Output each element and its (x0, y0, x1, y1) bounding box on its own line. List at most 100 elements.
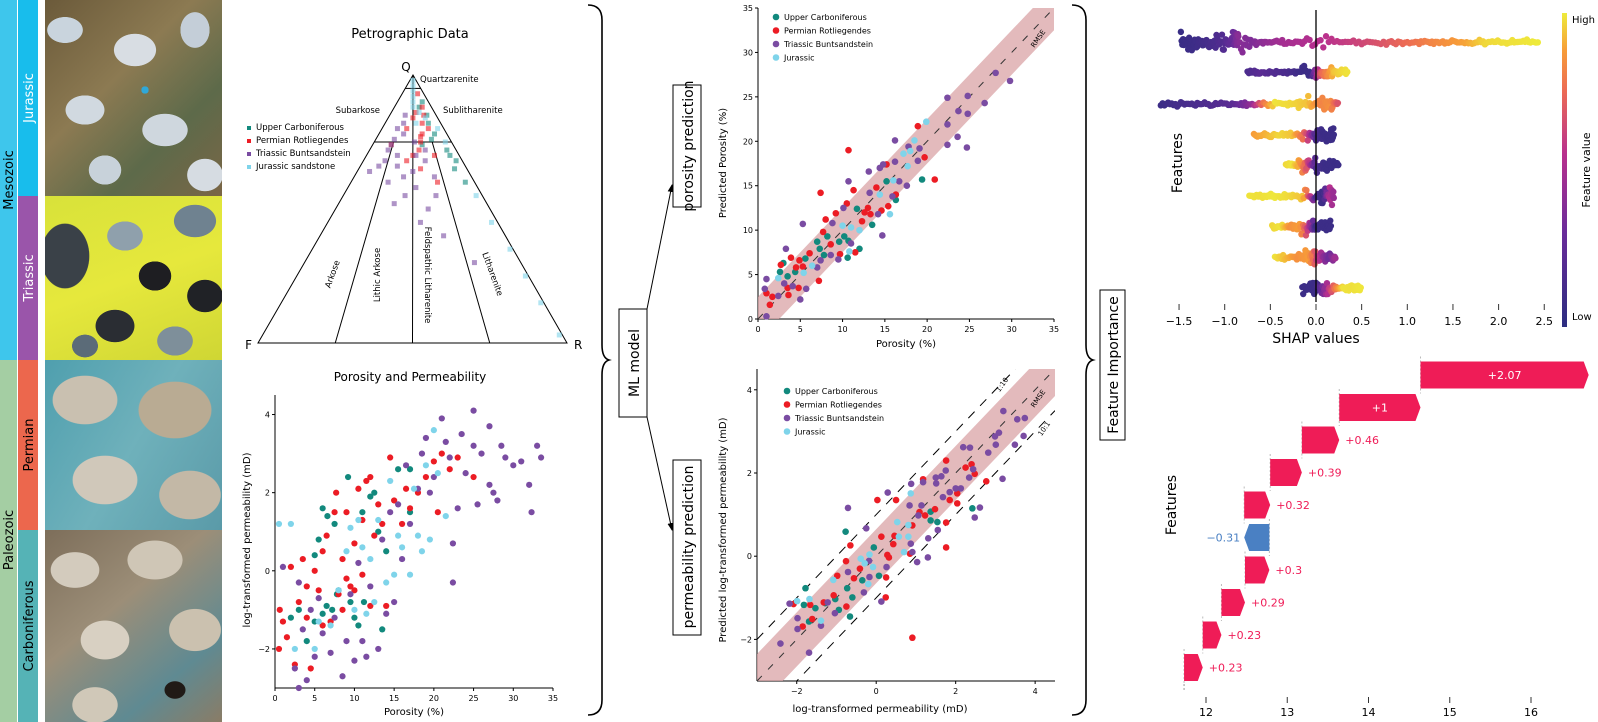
shap-point (1317, 36, 1324, 44)
legend-marker (247, 139, 251, 143)
data-point (919, 478, 927, 486)
field-label-quartzarenite: Quartzarenite (420, 75, 479, 85)
data-point (843, 603, 850, 610)
x-tick-label: 0 (272, 694, 277, 703)
legend-label: Triassic Buntsandstein (783, 40, 873, 49)
y-axis-label: Predicted log-transformed permeability (… (718, 417, 729, 642)
positive-contribution-bar (1270, 459, 1302, 486)
data-point (375, 528, 382, 535)
positive-contribution-bar (1301, 426, 1340, 454)
shap-point (1330, 125, 1337, 132)
x-axis-label: Porosity (%) (876, 339, 936, 350)
data-point (816, 245, 824, 253)
data-point (799, 623, 806, 630)
data-point (343, 509, 350, 516)
data-point (470, 473, 477, 481)
data-point (832, 209, 840, 217)
data-point (402, 485, 410, 492)
data-point (537, 454, 545, 461)
ternary-point (422, 115, 428, 121)
shap-point (1330, 194, 1338, 202)
y-tick-label: 2 (265, 489, 270, 498)
data-point (959, 443, 967, 451)
ternary-point (419, 104, 425, 110)
data-point (891, 158, 899, 166)
data-point (806, 601, 814, 609)
ternary-point (394, 152, 400, 158)
contribution-label: +0.29 (1251, 597, 1285, 610)
data-point (824, 599, 832, 606)
data-point (964, 110, 972, 118)
ml-model-label: ML model (627, 329, 643, 397)
field-label-subarkose: Subarkose (336, 106, 380, 116)
ternary-point (417, 219, 423, 225)
data-point (876, 191, 884, 198)
data-point (299, 626, 306, 633)
data-point (931, 505, 939, 513)
data-point (932, 474, 940, 481)
data-point (387, 509, 394, 516)
center-line (412, 74, 414, 344)
data-point (817, 622, 825, 629)
thin-section-photo-carboniferous (45, 530, 222, 722)
data-point (319, 548, 326, 555)
data-point (904, 162, 911, 170)
ternary-point (410, 88, 416, 94)
thin-section-photo-jurassic (45, 0, 222, 196)
data-point (840, 204, 847, 212)
data-point (769, 293, 776, 301)
data-point (992, 69, 999, 77)
data-point (799, 220, 807, 228)
data-point (846, 613, 854, 620)
data-point (879, 161, 887, 168)
x-tick-label: 1.5 (1444, 315, 1462, 328)
data-point (822, 216, 829, 223)
ternary-point (413, 185, 419, 191)
data-point (406, 466, 414, 473)
data-point (886, 210, 894, 218)
ternary-point (394, 163, 400, 169)
data-point (824, 233, 831, 240)
ternary-point (507, 246, 513, 252)
stratigraphy-column: Mesozoic Paleozoic Jurassic Triassic Per… (0, 0, 38, 722)
data-point (957, 485, 965, 492)
data-point (813, 238, 821, 245)
data-point (878, 598, 885, 605)
data-point (311, 645, 318, 653)
ternary-point (416, 104, 422, 110)
data-point (889, 540, 897, 548)
data-point (299, 555, 306, 563)
data-point (430, 427, 437, 434)
data-point (844, 504, 852, 512)
data-point (367, 555, 374, 563)
data-point (319, 630, 326, 637)
ternary-point (394, 126, 400, 132)
ternary-point (418, 134, 424, 140)
data-point (789, 282, 796, 290)
positive-contribution-bar (1420, 361, 1589, 389)
ternary-point (410, 152, 416, 158)
period-bar-permian (18, 360, 38, 530)
shap-point (1335, 161, 1342, 169)
data-point (884, 202, 892, 210)
shap-point (1320, 44, 1327, 51)
flow-diagram: ML model porosity prediction permeabilit… (587, 4, 1126, 716)
data-point (794, 625, 801, 633)
data-point (909, 634, 916, 642)
data-point (946, 496, 954, 504)
data-point (528, 509, 535, 516)
data-point (458, 430, 465, 438)
era-label-mesozoic: Mesozoic (2, 150, 17, 209)
data-point (777, 261, 785, 269)
contribution-label: −0.31 (1206, 532, 1240, 545)
data-point (367, 583, 374, 590)
data-point (434, 470, 441, 477)
y-tick-label: 5 (748, 271, 753, 280)
data-point (796, 257, 803, 264)
ternary-point (462, 179, 468, 185)
data-point (907, 490, 915, 497)
data-point (857, 555, 865, 562)
ternary-point (431, 174, 437, 180)
data-point (315, 587, 322, 594)
data-point (526, 481, 533, 488)
